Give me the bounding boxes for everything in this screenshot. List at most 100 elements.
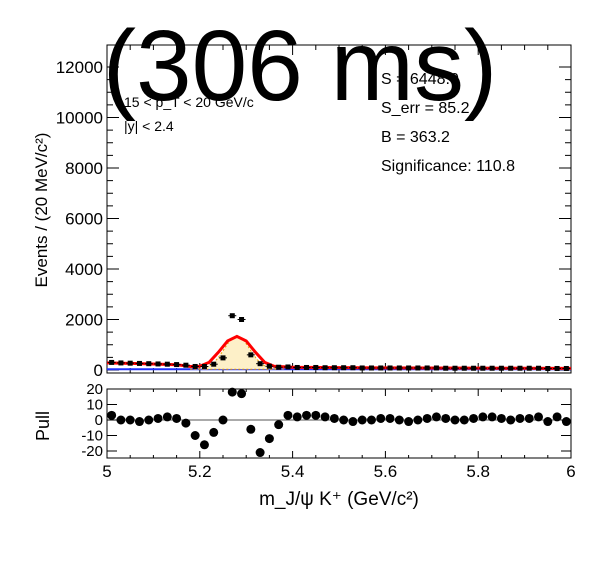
data-point <box>146 361 152 367</box>
data-point <box>378 365 384 371</box>
data-point <box>155 361 161 367</box>
pull-point <box>496 413 506 423</box>
x-tick-label: 5.2 <box>188 462 212 481</box>
data-point <box>350 365 356 371</box>
pull-point <box>339 415 349 425</box>
pull-point <box>107 410 117 420</box>
pull-point <box>404 417 414 427</box>
data-point <box>220 355 226 361</box>
pull-point <box>227 387 237 397</box>
x-tick-labels: 5 5.2 5.4 5.6 5.8 6 <box>102 462 575 481</box>
data-point <box>211 361 217 367</box>
pull-y-tick-label: -10 <box>81 428 103 445</box>
pull-point <box>534 412 544 422</box>
pull-point <box>134 417 144 427</box>
data-point <box>508 365 514 371</box>
overlay-title: (306 ms) <box>103 10 498 122</box>
data-point <box>229 313 235 319</box>
pull-point <box>320 412 330 422</box>
info-background: B = 363.2 <box>381 129 450 146</box>
info-rapidity: |y| < 2.4 <box>124 118 174 134</box>
data-point <box>489 365 495 371</box>
data-point <box>396 365 402 371</box>
pull-y-tick-label: 10 <box>86 397 103 414</box>
info-signal-error: S_err = 85.2 <box>381 100 470 117</box>
data-point <box>341 365 347 371</box>
data-point <box>452 365 458 371</box>
data-point <box>480 365 486 371</box>
pull-plot-frame <box>106 388 572 459</box>
main-y-tick-label: 0 <box>94 361 103 380</box>
info-significance: Significance: 110.8 <box>381 158 515 175</box>
data-point <box>424 365 430 371</box>
data-point <box>304 364 310 370</box>
pull-point <box>199 440 209 450</box>
data-point <box>359 365 365 371</box>
data-point <box>498 365 504 371</box>
data-point <box>127 360 133 366</box>
data-point <box>248 352 254 358</box>
data-point <box>285 364 291 370</box>
data-point <box>174 362 180 368</box>
main-y-tick-label: 12000 <box>56 58 103 77</box>
pull-point <box>506 415 516 425</box>
pull-point <box>311 410 321 420</box>
pull-point <box>413 415 423 425</box>
main-y-axis-label: Events / (20 MeV/c²) <box>32 133 51 288</box>
pull-point <box>125 415 135 425</box>
data-point <box>406 365 412 371</box>
info-signal: S = 6448.0 <box>381 71 459 88</box>
pull-point <box>561 417 571 427</box>
pull-point <box>524 413 534 423</box>
pull-point <box>441 413 451 423</box>
data-point <box>461 365 467 371</box>
pull-axis-ticks <box>106 388 572 458</box>
data-point <box>192 363 198 369</box>
pull-point <box>116 415 126 425</box>
pull-chart-marks <box>107 387 571 458</box>
data-point <box>118 360 124 366</box>
data-point <box>387 365 393 371</box>
data-point <box>239 317 245 322</box>
pull-point <box>292 412 302 422</box>
main-chart-marks <box>106 313 572 371</box>
data-point <box>526 365 532 371</box>
pull-point <box>329 413 339 423</box>
data-point <box>563 365 569 371</box>
pull-point <box>357 415 367 425</box>
pull-point <box>376 413 386 423</box>
data-point <box>554 365 560 371</box>
data-point <box>266 363 272 369</box>
pull-point <box>153 413 163 423</box>
data-point <box>443 365 449 371</box>
main-y-tick-labels: 0 2000 4000 6000 8000 10000 12000 <box>56 58 103 380</box>
data-point <box>257 361 263 367</box>
data-point <box>471 365 477 371</box>
pull-point <box>255 448 265 458</box>
pull-point <box>487 412 497 422</box>
pull-point <box>431 412 441 422</box>
x-axis-label: m_J/ψ K⁺ (GeV/c²) <box>259 489 419 510</box>
pull-y-axis-label: Pull <box>33 411 53 441</box>
pull-point <box>478 412 488 422</box>
data-point <box>368 365 374 371</box>
pull-point <box>543 417 553 427</box>
pull-point <box>450 415 460 425</box>
pull-point <box>422 413 432 423</box>
info-pt-range: 15 < p_T < 20 GeV/c <box>124 94 254 110</box>
data-point <box>331 365 337 371</box>
x-tick-label: 5 <box>102 462 111 481</box>
pull-y-tick-label: 0 <box>95 412 103 429</box>
data-point <box>322 365 328 371</box>
pull-y-tick-label: -20 <box>81 443 103 460</box>
data-point <box>201 363 207 369</box>
pull-point <box>366 415 376 425</box>
main-y-tick-label: 2000 <box>65 311 103 330</box>
pull-point <box>162 412 172 422</box>
main-y-tick-label: 10000 <box>56 109 103 128</box>
pull-point <box>144 415 154 425</box>
pull-point <box>246 424 256 434</box>
pull-y-tick-label: 20 <box>86 381 103 398</box>
pull-point <box>274 420 284 430</box>
